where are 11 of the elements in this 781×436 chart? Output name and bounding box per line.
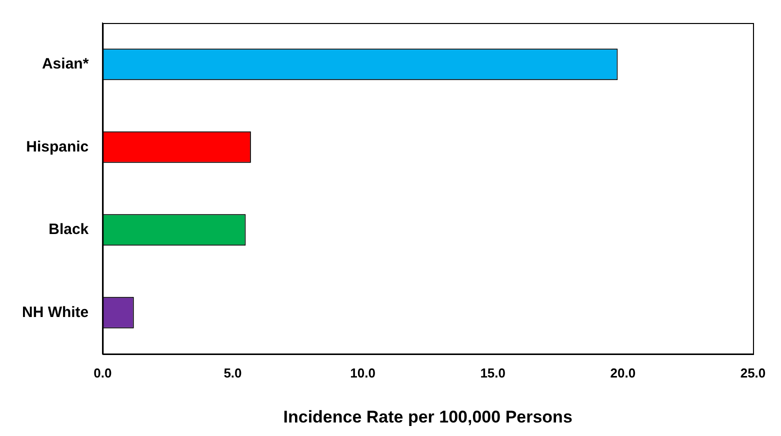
x-axis-title: Incidence Rate per 100,000 Persons xyxy=(283,407,572,426)
x-tick-label: 20.0 xyxy=(610,365,636,380)
y-tick-label: Hispanic xyxy=(26,138,89,156)
y-tick-label: Asian* xyxy=(42,56,89,73)
y-tick-label: Black xyxy=(48,221,90,238)
x-tick-label: 25.0 xyxy=(740,365,766,380)
x-tick-label: 5.0 xyxy=(224,365,242,380)
x-tick-label: 0.0 xyxy=(94,365,112,380)
x-tick-label: 10.0 xyxy=(350,365,376,380)
y-tick-label: NH White xyxy=(22,304,89,321)
x-tick-label: 15.0 xyxy=(480,365,506,380)
